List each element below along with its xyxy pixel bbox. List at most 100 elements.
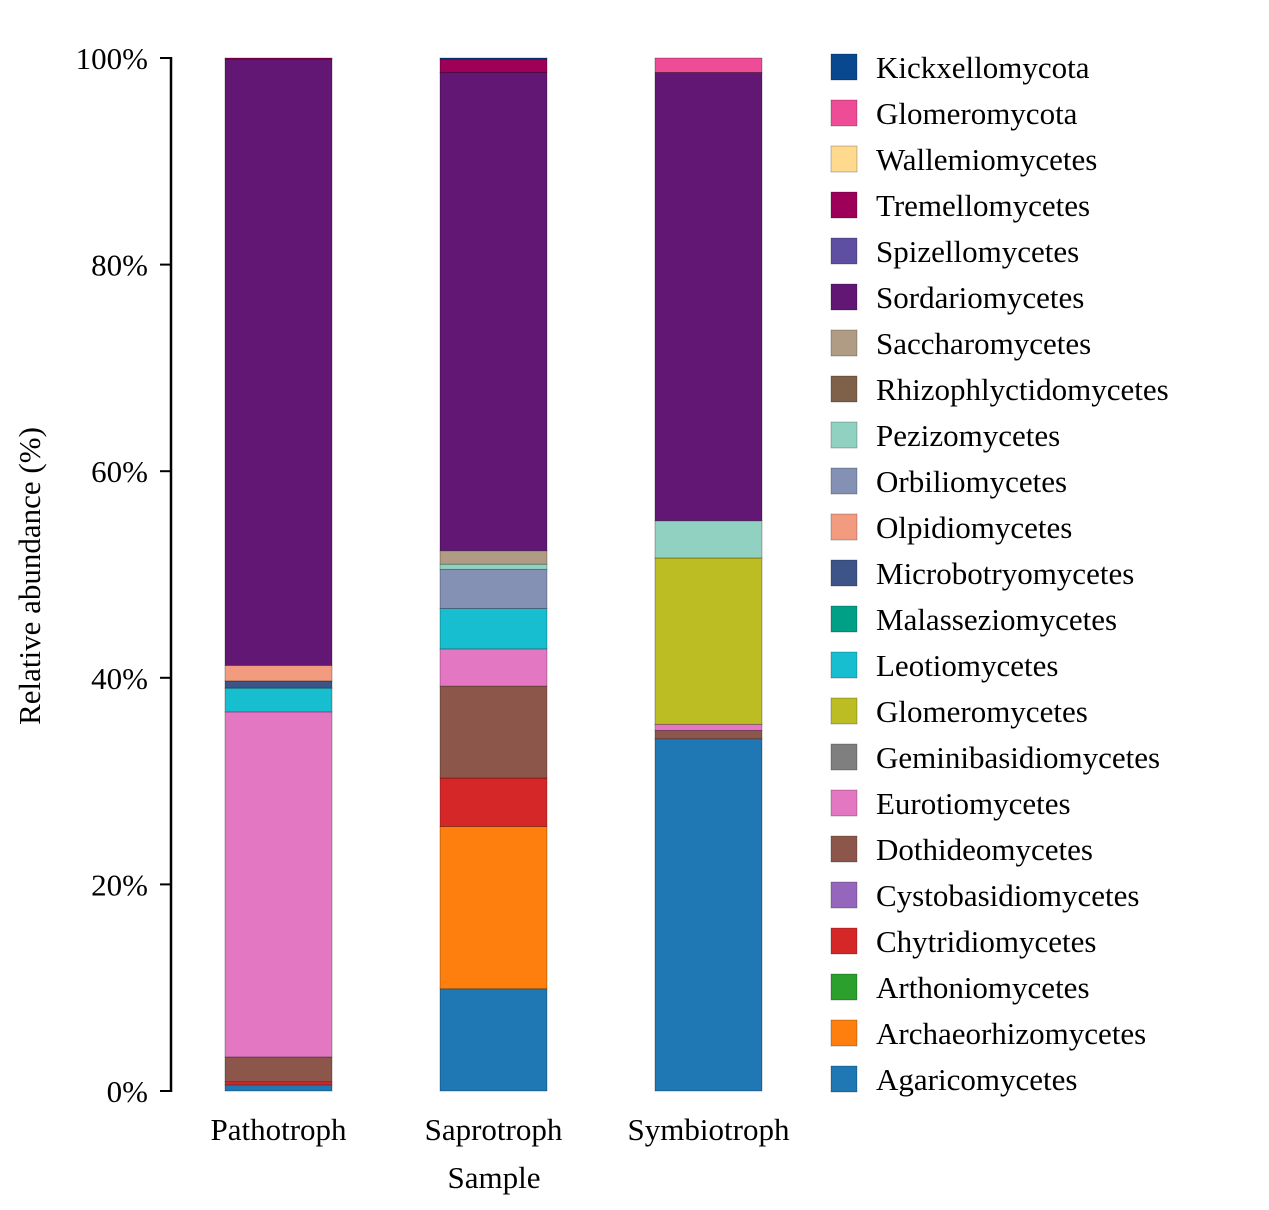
bar-segment-chytridiomycetes-saprotroph <box>439 777 548 827</box>
bar-segment-agaricomycetes-symbiotroph <box>654 738 763 1092</box>
legend-swatch <box>830 605 858 633</box>
legend-item: Rhizophlyctidomycetes <box>830 372 1169 407</box>
legend-swatch <box>830 329 858 357</box>
legend-item: Glomeromycetes <box>830 694 1088 729</box>
y-tick-label: 20% <box>91 867 148 902</box>
x-tick-label: Saprotroph <box>425 1112 563 1147</box>
legend-swatch <box>830 743 858 771</box>
bar-segment-tremellomycetes-pathotroph <box>224 57 333 60</box>
bar-segment-eurotiomycetes-pathotroph <box>224 711 333 1058</box>
legend-item: Sordariomycetes <box>830 280 1084 315</box>
bar-segment-saccharomycetes-saprotroph <box>439 550 548 565</box>
legend-swatch <box>830 651 858 679</box>
legend-swatch <box>830 467 858 495</box>
x-tick-label: Symbiotroph <box>628 1112 790 1147</box>
legend-item: Orbiliomycetes <box>830 464 1067 499</box>
bar-segment-pezizomycetes-symbiotroph <box>654 520 763 559</box>
legend-label: Leotiomycetes <box>876 648 1059 683</box>
legend-swatch <box>830 421 858 449</box>
legend: Kickxellomycota Glomeromycota Wallemiomyce… <box>830 50 1169 1097</box>
y-axis-label: Relative abundance (%) <box>12 427 47 725</box>
bar-segment-microbotryomycetes-pathotroph <box>224 680 333 689</box>
legend-swatch <box>830 99 858 127</box>
bar-segment-archaeorhizomycetes-saprotroph <box>439 826 548 990</box>
legend-swatch <box>830 283 858 311</box>
legend-swatch <box>830 145 858 173</box>
legend-label: Tremellomycetes <box>876 188 1090 223</box>
legend-label: Eurotiomycetes <box>876 786 1071 821</box>
legend-item: Chytridiomycetes <box>830 924 1096 959</box>
legend-item: Leotiomycetes <box>830 648 1059 683</box>
legend-label: Archaeorhizomycetes <box>876 1016 1146 1051</box>
legend-label: Cystobasidiomycetes <box>876 878 1139 913</box>
legend-swatch <box>830 237 858 265</box>
legend-item: Kickxellomycota <box>830 50 1090 85</box>
legend-item: Pezizomycetes <box>830 418 1060 453</box>
x-tick-label: Pathotroph <box>210 1112 347 1147</box>
bar-segment-chytridiomycetes-pathotroph <box>224 1081 333 1086</box>
legend-item: Cystobasidiomycetes <box>830 878 1139 913</box>
legend-swatch <box>830 513 858 541</box>
legend-swatch <box>830 881 858 909</box>
legend-swatch <box>830 927 858 955</box>
legend-swatch <box>830 973 858 1001</box>
legend-label: Dothideomycetes <box>876 832 1093 867</box>
bar-segment-dothideomycetes-saprotroph <box>439 685 548 779</box>
legend-label: Malasseziomycetes <box>876 602 1117 637</box>
legend-label: Agaricomycetes <box>876 1062 1077 1097</box>
bar-segment-agaricomycetes-pathotroph <box>224 1084 333 1092</box>
bar-segment-kickxellomycota-saprotroph <box>439 57 548 60</box>
y-tick-label: 0% <box>107 1074 148 1109</box>
legend-swatch <box>830 789 858 817</box>
legend-item: Dothideomycetes <box>830 832 1093 867</box>
legend-label: Chytridiomycetes <box>876 924 1096 959</box>
legend-item: Wallemiomycetes <box>830 142 1097 177</box>
legend-item: Microbotryomycetes <box>830 556 1134 591</box>
legend-label: Wallemiomycetes <box>876 142 1097 177</box>
legend-label: Pezizomycetes <box>876 418 1060 453</box>
legend-item: Malasseziomycetes <box>830 602 1117 637</box>
bars <box>224 57 763 1092</box>
y-tick-label: 40% <box>91 661 148 696</box>
legend-item: Eurotiomycetes <box>830 786 1071 821</box>
legend-item: Archaeorhizomycetes <box>830 1016 1146 1051</box>
legend-swatch <box>830 1065 858 1093</box>
y-ticks: 0% 20% 40% 60% 80% 100% <box>76 41 171 1109</box>
bar-segment-sordariomycetes-pathotroph <box>224 58 333 666</box>
legend-item: Saccharomycetes <box>830 326 1091 361</box>
legend-swatch <box>830 835 858 863</box>
bar-segment-glomeromycetes-symbiotroph <box>654 557 763 725</box>
legend-item: Spizellomycetes <box>830 234 1079 269</box>
bar-segment-leotiomycetes-pathotroph <box>224 687 333 713</box>
legend-item: Olpidiomycetes <box>830 510 1072 545</box>
bar-segment-orbiliomycetes-saprotroph <box>439 568 548 609</box>
y-tick-label: 100% <box>76 41 148 76</box>
legend-item: Arthoniomycetes <box>830 970 1090 1005</box>
legend-label: Spizellomycetes <box>876 234 1079 269</box>
x-ticks: Pathotroph Saprotroph Symbiotroph <box>210 1112 789 1147</box>
bar-segment-eurotiomycetes-saprotroph <box>439 648 548 687</box>
legend-label: Kickxellomycota <box>876 50 1090 85</box>
legend-swatch <box>830 1019 858 1047</box>
bar-segment-eurotiomycetes-symbiotroph <box>654 723 763 731</box>
y-tick-label: 80% <box>91 248 148 283</box>
legend-swatch <box>830 697 858 725</box>
bar-segment-glomeromycota-symbiotroph <box>654 57 763 73</box>
legend-label: Glomeromycota <box>876 96 1078 131</box>
bar-segment-dothideomycetes-pathotroph <box>224 1056 333 1083</box>
legend-item: Tremellomycetes <box>830 188 1090 223</box>
y-tick-label: 60% <box>91 454 148 489</box>
legend-item: Glomeromycota <box>830 96 1078 131</box>
legend-swatch <box>830 53 858 81</box>
legend-label: Olpidiomycetes <box>876 510 1072 545</box>
legend-label: Saccharomycetes <box>876 326 1091 361</box>
legend-swatch <box>830 375 858 403</box>
bar-segment-agaricomycetes-saprotroph <box>439 988 548 1092</box>
legend-label: Glomeromycetes <box>876 694 1088 729</box>
bar-segment-sordariomycetes-saprotroph <box>439 72 548 552</box>
x-axis-label: Sample <box>448 1160 541 1195</box>
legend-swatch <box>830 191 858 219</box>
legend-label: Sordariomycetes <box>876 280 1084 315</box>
legend-item: Agaricomycetes <box>830 1062 1077 1097</box>
